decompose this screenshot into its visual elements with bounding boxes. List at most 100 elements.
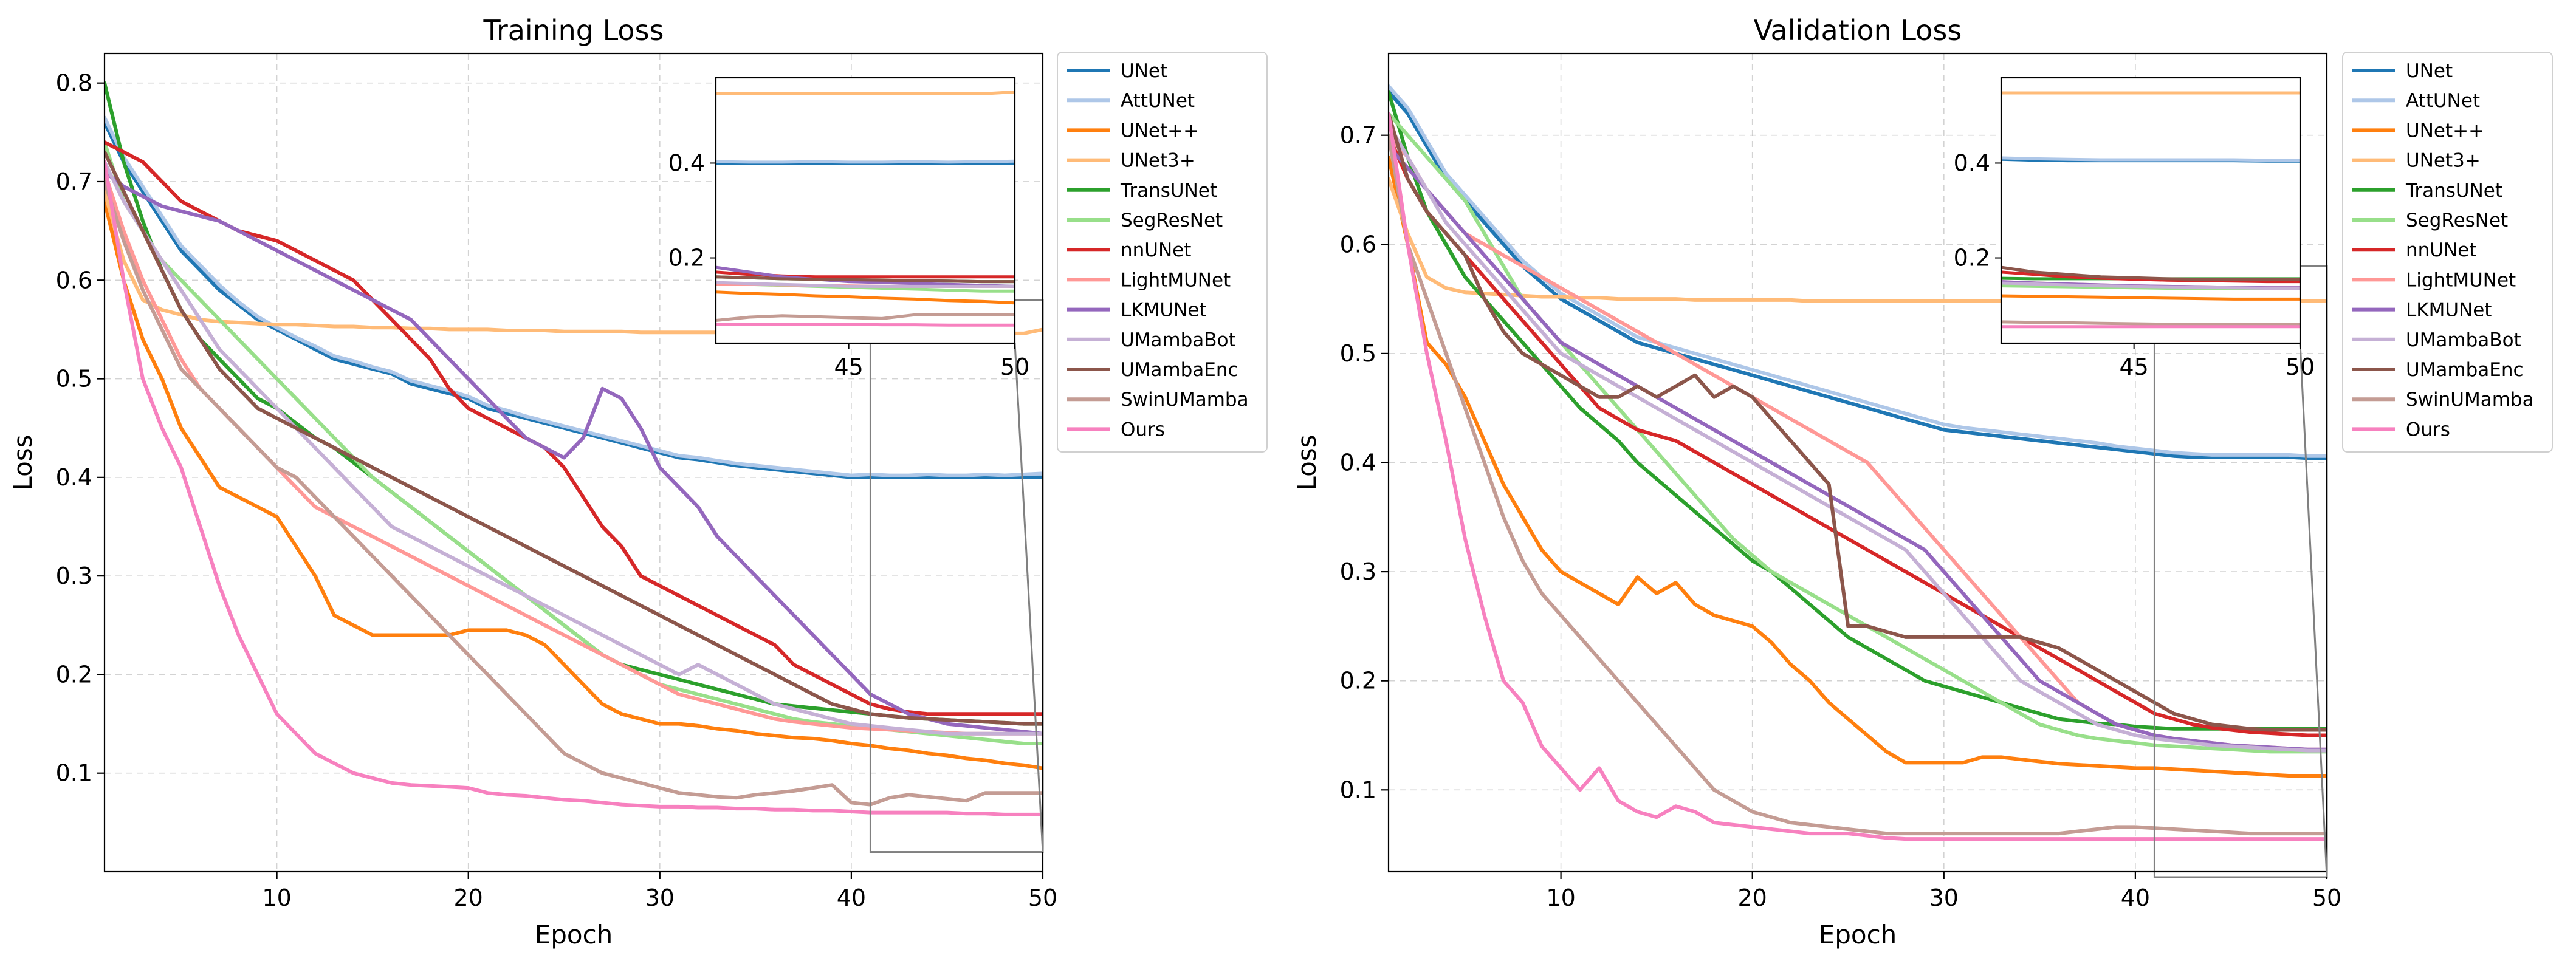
legend-label: UMambaEnc [2406, 359, 2524, 381]
legend-label: Ours [2406, 419, 2450, 440]
legend-item-unet3plus: UNet3+ [1067, 150, 1195, 172]
x-tick-label: 30 [645, 884, 675, 911]
legend-item-nnunet: nnUNet [1067, 239, 1191, 261]
series-lines [1389, 84, 2327, 841]
y-tick-label: 0.5 [1340, 340, 1376, 367]
inset-series-line-nnunet [716, 270, 1015, 279]
inset-series-line-nnunet [2001, 270, 2300, 284]
series-line-swinumamba [1389, 133, 2327, 836]
legend-item-unetplusplus: UNet++ [2352, 120, 2484, 142]
legend-item-lkmunet: LKMUNet [1067, 299, 1206, 321]
legend-frame [2342, 52, 2553, 453]
legend-frame [1057, 52, 1268, 453]
inset-background [716, 78, 1015, 343]
series-line-umambabot [105, 160, 1043, 736]
y-tick-label: 0.6 [56, 267, 92, 293]
legend-item-lightmunet: LightMUNet [1067, 269, 1231, 291]
legend-label: TransUNet [1120, 180, 1217, 202]
inset-frame [2000, 77, 2301, 344]
inset-connector-line [2299, 343, 2328, 878]
inset-y-tick-label: 0.2 [1954, 245, 1990, 272]
legend-item-umambaenc: UMambaEnc [2352, 359, 2524, 381]
inset-series-line-swinumamba [716, 313, 1015, 322]
inset-series-line-umambaenc [716, 275, 1015, 284]
y-tick-label: 0.8 [56, 70, 92, 97]
y-tick-label: 0.3 [56, 563, 92, 589]
y-tick-label: 0.2 [1340, 668, 1376, 694]
legend-item-umambabot: UMambaBot [1067, 329, 1236, 351]
y-tick-label: 0.7 [56, 168, 92, 195]
inset-series-line-ours [2001, 325, 2300, 329]
series-line-umambabot [1389, 122, 2327, 753]
legend-item-ours: Ours [2352, 419, 2450, 440]
inset-series-line-transunet [2001, 276, 2300, 281]
inset-axes: 45 50 0.2 0.4 [668, 77, 1029, 380]
legend-label: UNet [2406, 60, 2453, 82]
inset-series-line-umambabot [2001, 281, 2300, 290]
legend-label: UNet [1121, 60, 1167, 82]
inset-y-tick-label: 0.4 [668, 149, 705, 176]
legend-item-lkmunet: LKMUNet [2352, 299, 2492, 321]
validation-loss-chart: 10 20 30 40 50 0.1 0.2 0.3 0.4 0.5 0.6 0.7 Validatio… [1292, 14, 2553, 949]
legend-label: SegResNet [2406, 210, 2508, 231]
series-line-nnunet [1389, 133, 2327, 737]
y-tick-label: 0.2 [56, 661, 92, 688]
legend-label: SwinUMamba [2406, 389, 2534, 411]
y-axis-label: Loss [1292, 434, 1322, 490]
inset-series-line-attunet [716, 159, 1015, 164]
y-tick-label: 0.5 [56, 366, 92, 392]
series-line-unet [105, 120, 1043, 479]
y-tick-label: 0.4 [56, 464, 92, 491]
training-loss-chart: 10 20 30 40 50 0.1 0.2 0.3 0.4 0.5 0.6 0.7 0.8 Traini… [8, 14, 1268, 949]
inset-series-line-umambaenc [2001, 265, 2300, 281]
y-tick-label: 0.1 [1340, 776, 1376, 803]
inset-series-line-unetplusplus [716, 290, 1015, 305]
legend-item-nnunet: nnUNet [2352, 239, 2476, 261]
legend-label: Ours [1121, 419, 1165, 440]
legend-label: LightMUNet [2406, 269, 2516, 291]
legend-label: UNet++ [1121, 120, 1199, 142]
legend-item-unetplusplus: UNet++ [1067, 120, 1199, 142]
x-tick-label: 10 [1546, 884, 1575, 911]
series-line-ours [105, 160, 1043, 816]
inset-series-line-attunet [2001, 156, 2300, 162]
inset-series-lines [2001, 91, 2300, 329]
x-tick-label: 30 [1929, 884, 1959, 911]
series-line-unetplusplus [1389, 155, 2327, 778]
inset-series-line-lkmunet [716, 265, 1015, 288]
inset-y-tick-label: 0.4 [1954, 149, 1990, 176]
x-axis-label: Epoch [1819, 920, 1897, 949]
inset-series-line-unet3plus [2001, 91, 2300, 95]
legend-item-attunet: AttUNet [2352, 90, 2480, 112]
axes-frame [103, 52, 1044, 873]
legend-label: UNet3+ [1121, 150, 1195, 172]
chart-title: Training Loss [483, 14, 664, 47]
legend-item-transunet: TransUNet [1067, 180, 1217, 202]
x-tick-label: 40 [837, 884, 866, 911]
legend-label: SwinUMamba [1121, 389, 1249, 411]
inset-x-tick-label: 50 [1000, 354, 1029, 380]
x-tick-label: 50 [2312, 884, 2341, 911]
inset-series-line-unetplusplus [2001, 294, 2300, 301]
legend-label: AttUNet [1121, 90, 1195, 112]
x-tick-label: 20 [1738, 884, 1767, 911]
series-line-ours [1389, 111, 2327, 841]
series-line-nnunet [105, 140, 1043, 716]
legend-label: UNet++ [2406, 120, 2484, 142]
inset-series-line-ours [716, 323, 1015, 327]
legend-label: UMambaBot [2406, 329, 2521, 351]
series-lines [105, 81, 1043, 816]
legend-label: TransUNet [2405, 180, 2502, 202]
inset-background [2001, 78, 2300, 343]
legend-item-swinumamba: SwinUMamba [1067, 389, 1249, 411]
inset-series-line-swinumamba [2001, 320, 2300, 326]
series-line-unet [1389, 89, 2327, 460]
series-line-attunet [105, 115, 1043, 477]
legend-item-transunet: TransUNet [2352, 180, 2502, 202]
legend-item-unet: UNet [2352, 60, 2453, 82]
chart-title: Validation Loss [1754, 14, 1962, 47]
legend-label: SegResNet [1121, 210, 1223, 231]
legend-label: UNet3+ [2406, 150, 2481, 172]
legend-item-segresnet: SegResNet [2352, 210, 2508, 231]
legend-item-unet: UNet [1067, 60, 1167, 82]
